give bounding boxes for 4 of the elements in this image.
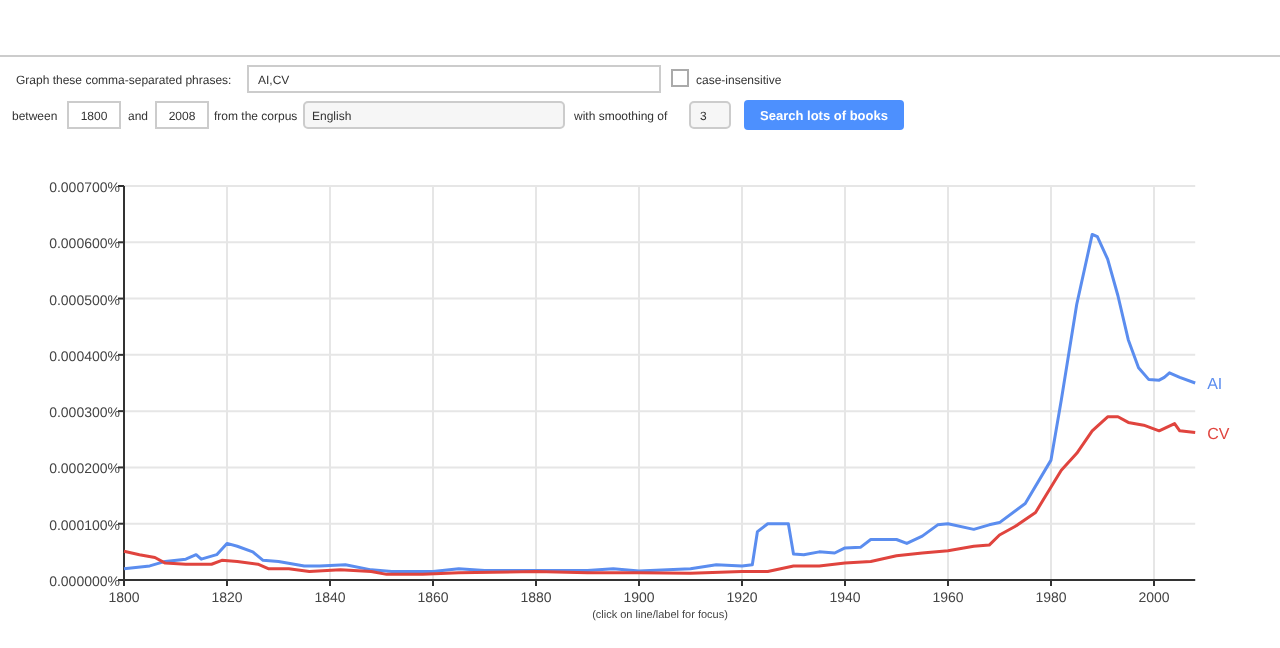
line-series: [122, 415, 1197, 576]
series-label: AI: [1207, 375, 1223, 393]
series-label: CV: [1207, 424, 1231, 443]
line-series: [122, 232, 1197, 574]
